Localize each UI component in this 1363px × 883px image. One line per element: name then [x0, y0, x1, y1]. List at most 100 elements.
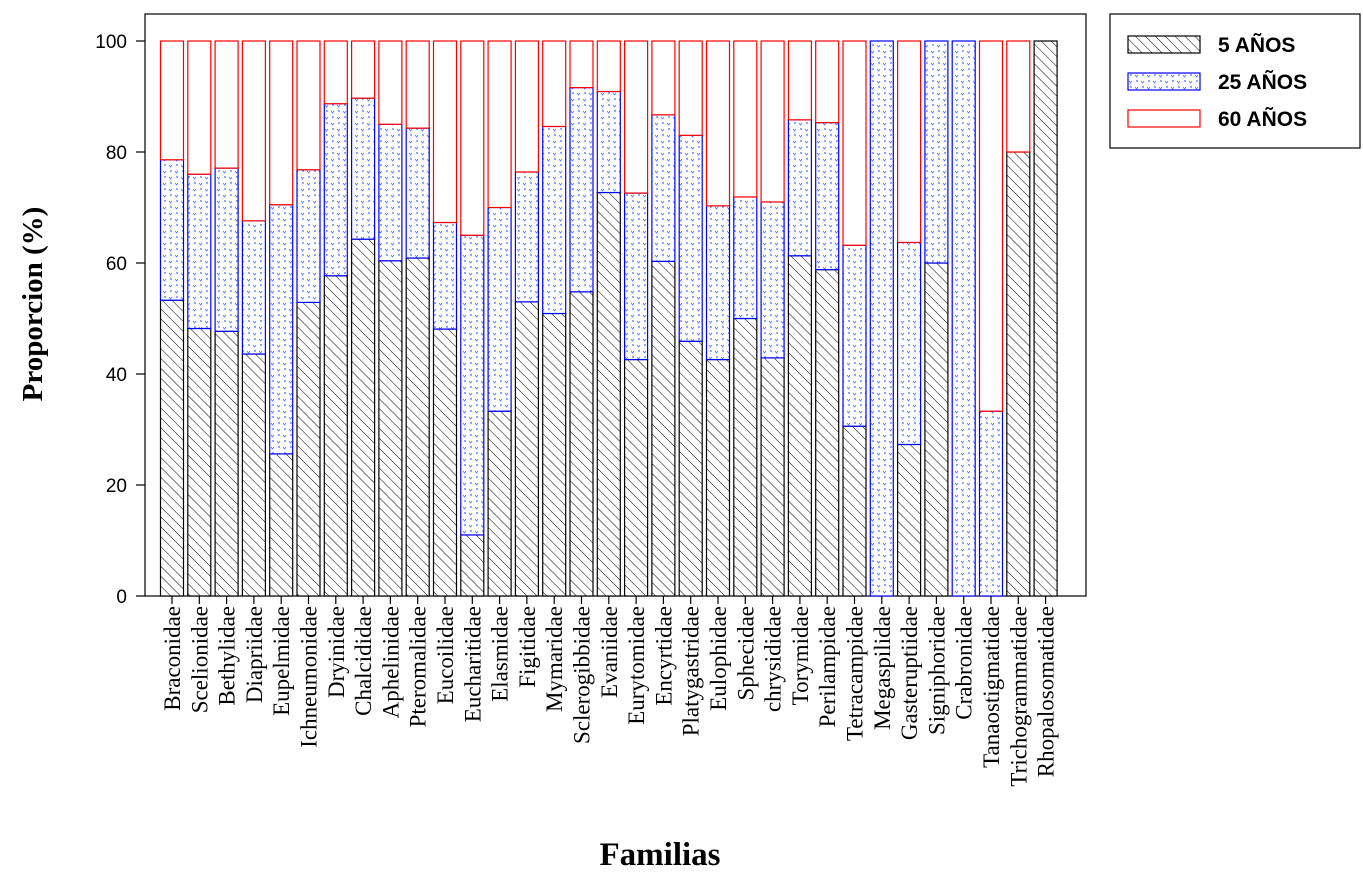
bar-sclerogibbidae-series-1 [569, 87, 594, 293]
bar-eulophidae-series-1 [705, 205, 731, 361]
bar-torymidae-series-0 [787, 255, 813, 597]
y-tick-label: 20 [106, 476, 127, 497]
bar-bethylidae-series-0 [214, 330, 239, 597]
bar-ichneumonidae-series-0 [296, 301, 321, 597]
bar-eucharitidae-series-2 [460, 40, 485, 236]
x-tick-label: Ichneumonidae [297, 606, 322, 748]
x-tick-label: Encyrtidae [651, 606, 676, 706]
x-tick-label: Eupelmidae [269, 606, 294, 716]
x-tick-label: Mymaridae [542, 606, 567, 712]
bar-tanaostigmatidae-series-2 [978, 40, 1004, 412]
x-tick-label: Crabronidae [952, 606, 977, 720]
bar-ichneumonidae-series-2 [296, 40, 321, 171]
bar-sphecidae-series-2 [733, 40, 758, 198]
legend-label-0: 5 AÑOS [1218, 34, 1295, 57]
bar-signiphoridae-series-0 [924, 262, 949, 597]
bar-diapriidae-series-1 [241, 220, 266, 355]
bar-eupelmidae-series-0 [269, 453, 294, 597]
bar-tetracampidae-series-0 [842, 425, 867, 597]
bar-signiphoridae-series-1 [924, 40, 949, 264]
legend-label-2: 60 AÑOS [1218, 108, 1307, 131]
bar-diapriidae-series-2 [241, 40, 266, 222]
bars [159, 40, 1058, 597]
bar-figitidae-series-0 [514, 301, 540, 597]
bar-bethylidae-series-1 [214, 167, 239, 332]
x-tick-label: Eurytomidae [624, 606, 649, 725]
bar-chalcididae-series-2 [351, 40, 376, 99]
x-tick-label: Diapriidae [242, 606, 267, 703]
bar-encyrtidae-series-1 [651, 114, 676, 262]
bar-perilampidae-series-2 [815, 40, 840, 124]
bar-mymaridae-series-1 [542, 125, 567, 315]
x-tick-label: chrysididae [761, 606, 786, 712]
x-tick-label: Braconidae [160, 606, 185, 711]
bar-scelionidae-series-1 [187, 173, 212, 330]
bar-torymidae-series-1 [787, 119, 813, 257]
plot-area: 0 20 40 60 80 100 Braconidae Scelionidae Bethyl… [95, 13, 1087, 787]
bar-eupelmidae-series-1 [269, 204, 294, 455]
bar-platygastridae-series-0 [678, 340, 703, 597]
bar-gasteruptiidae-series-1 [896, 241, 922, 446]
bar-dryinidae-series-0 [323, 275, 348, 597]
bar-rhopalosomatidae-series-0 [1033, 40, 1058, 597]
bar-elasmidae-series-1 [487, 206, 512, 412]
x-tick-label: Chalcididae [351, 606, 376, 716]
x-tick-label: Bethylidae [215, 606, 240, 706]
bar-aphelinidae-series-0 [378, 260, 403, 597]
x-tick-label: Tanaostigmatidae [979, 606, 1004, 768]
bar-encyrtidae-series-0 [651, 260, 676, 597]
x-tick-label: Sphecidae [733, 606, 758, 701]
x-tick-label: Tetracampidae [843, 606, 868, 741]
bar-gasteruptiidae-series-0 [896, 443, 922, 597]
bar-evaniidae-series-2 [596, 40, 621, 93]
bar-eurytomidae-series-0 [623, 358, 649, 597]
bar-chrysididae-series-0 [760, 357, 785, 597]
bar-chalcididae-series-0 [351, 238, 376, 597]
bar-evaniidae-series-0 [596, 191, 621, 597]
x-tick-label: Perilampidae [815, 606, 840, 727]
bar-platygastridae-series-2 [678, 40, 703, 136]
bar-tetracampidae-series-1 [842, 244, 867, 427]
bar-chalcididae-series-1 [351, 97, 376, 240]
bar-chrysididae-series-2 [760, 40, 785, 203]
bar-ichneumonidae-series-1 [296, 169, 321, 303]
y-axis: 0 20 40 60 80 100 [95, 32, 145, 608]
bar-crabronidae-series-1 [951, 40, 976, 597]
bar-eupelmidae-series-2 [269, 40, 294, 206]
y-tick-label: 0 [116, 587, 127, 608]
bar-diapriidae-series-0 [241, 353, 266, 597]
bar-eucoilidae-series-1 [432, 221, 458, 330]
bar-braconidae-series-2 [159, 40, 185, 161]
bar-torymidae-series-2 [787, 40, 813, 121]
x-tick-label: Aphelinidae [378, 606, 403, 718]
bar-scelionidae-series-2 [187, 40, 212, 175]
y-tick-label: 80 [106, 143, 127, 164]
bar-platygastridae-series-1 [678, 134, 703, 342]
bar-chrysididae-series-1 [760, 201, 785, 359]
bar-mymaridae-series-0 [542, 312, 567, 597]
bar-elasmidae-series-0 [487, 410, 512, 597]
bar-perilampidae-series-1 [815, 121, 840, 271]
bar-bethylidae-series-2 [214, 40, 239, 169]
legend-swatch-1 [1127, 72, 1201, 91]
bar-trichogrammatidae-series-2 [1006, 40, 1031, 153]
bar-eucoilidae-series-2 [432, 40, 458, 224]
bar-figitidae-series-1 [514, 171, 540, 303]
x-tick-label: Eucharitidae [460, 606, 485, 722]
x-tick-label: Evaniidae [597, 606, 622, 698]
x-axis-title: Familias [600, 837, 721, 873]
bar-sclerogibbidae-series-2 [569, 40, 594, 89]
bar-sclerogibbidae-series-0 [569, 291, 594, 597]
bar-eulophidae-series-0 [705, 358, 731, 597]
legend-swatch-0 [1127, 35, 1201, 54]
bar-eucoilidae-series-0 [432, 328, 458, 597]
y-tick-label: 100 [95, 32, 127, 53]
bar-elasmidae-series-2 [487, 40, 512, 209]
x-tick-label: Megaspilidae [870, 606, 895, 730]
legend-label-1: 25 AÑOS [1218, 71, 1307, 94]
x-tick-label: Pteromalidae [406, 606, 431, 727]
bar-perilampidae-series-0 [815, 269, 840, 597]
bar-braconidae-series-0 [159, 299, 185, 597]
y-axis-title: Proporcion (%) [17, 207, 49, 402]
